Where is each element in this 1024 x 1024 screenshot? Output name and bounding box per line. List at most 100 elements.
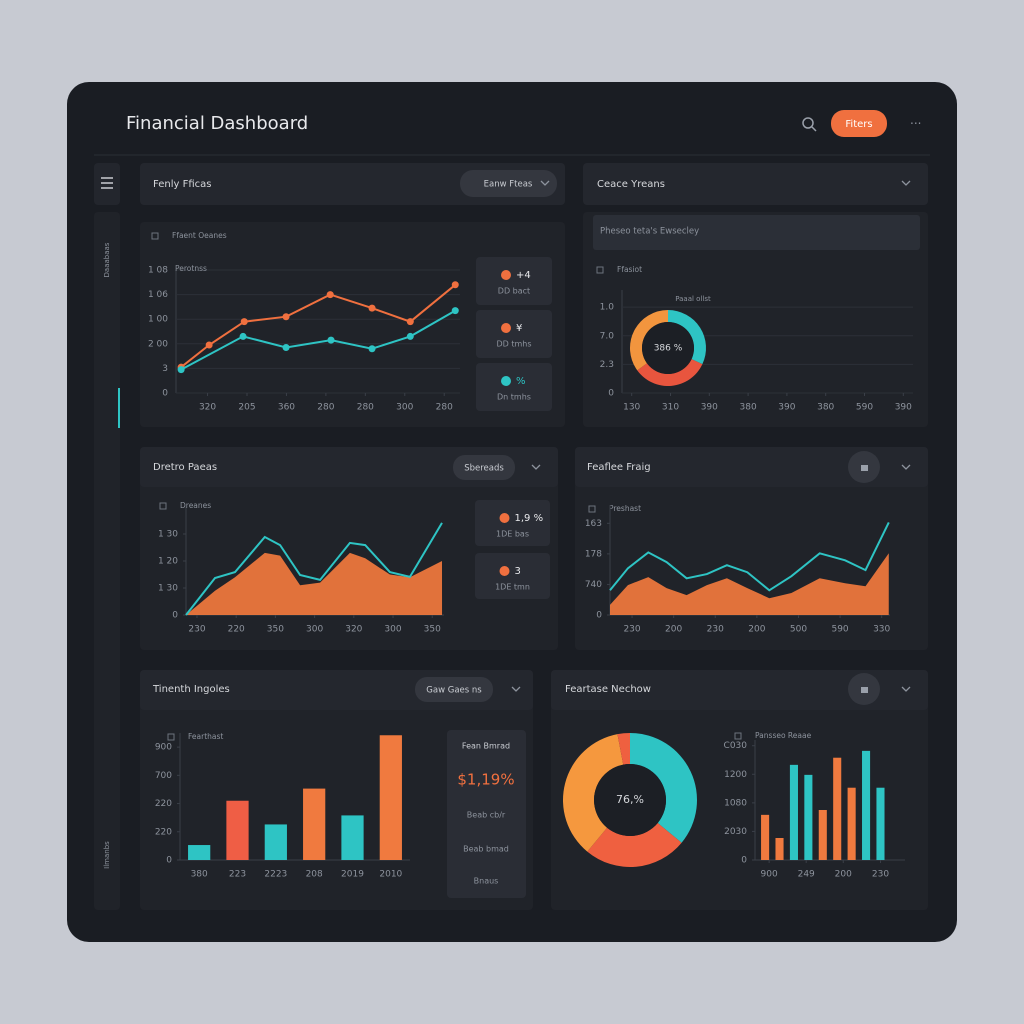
x-tick-label: 390 <box>895 403 912 413</box>
panel-button-label: Eanw Fteas <box>484 180 533 190</box>
donut-segment <box>587 822 682 867</box>
panel-header <box>583 163 928 205</box>
x-tick-label: 300 <box>384 625 401 635</box>
x-tick-label: 330 <box>873 625 890 635</box>
data-point <box>327 336 335 344</box>
donut-segment <box>630 733 697 843</box>
bar <box>818 810 827 860</box>
summary-card <box>447 730 526 898</box>
panel-header <box>575 447 928 487</box>
stat-value: +4 <box>516 270 531 281</box>
x-tick-label: 205 <box>238 403 255 413</box>
chevrons <box>511 180 911 692</box>
panel-title: Tinenth Ingoles <box>152 684 230 695</box>
x-tick-label: 2223 <box>264 870 287 880</box>
bar <box>264 824 287 860</box>
data-point <box>282 343 290 351</box>
panel-button[interactable] <box>460 170 557 197</box>
panel-label: Ffasiot <box>617 265 642 274</box>
stat-dot <box>501 376 511 386</box>
stat-value: 3 <box>515 566 521 577</box>
stat-dot <box>501 323 511 333</box>
summary-line: Bnaus <box>474 877 499 886</box>
panel-button[interactable] <box>415 677 493 702</box>
x-tick-label: 300 <box>396 403 413 413</box>
data-point <box>282 313 290 321</box>
panel-button[interactable] <box>453 455 515 480</box>
search-icon[interactable] <box>802 117 814 129</box>
data-point <box>239 332 247 340</box>
data-point <box>451 281 459 289</box>
stat-dot <box>499 566 510 576</box>
y-tick-label: 1 20 <box>158 557 178 567</box>
x-tick-label: 590 <box>831 625 848 635</box>
x-tick-label: 220 <box>228 625 245 635</box>
bar <box>862 750 871 860</box>
menu-button[interactable] <box>94 163 120 205</box>
donut-segment <box>637 359 703 386</box>
panel-label: Ffaent Oeanes <box>172 231 227 240</box>
stat-label: DD bact <box>498 287 530 296</box>
x-tick-label: 249 <box>798 870 815 880</box>
panel-title: Feartase Nechow <box>565 684 651 695</box>
panel-button-label: Gaw Gaes ns <box>426 686 482 696</box>
search-icon <box>811 126 817 132</box>
donut-segment <box>617 733 630 765</box>
panel-label: Dreanes <box>180 501 211 510</box>
y-tick-label: 1.0 <box>600 303 615 313</box>
x-tick-label: 280 <box>357 403 374 413</box>
search-input[interactable] <box>593 215 920 250</box>
stat-value: ¥ <box>516 323 522 334</box>
panel-header <box>551 670 928 710</box>
panel-title: Dretro Paeas <box>153 462 217 473</box>
stat-dot <box>499 513 510 523</box>
data-point <box>177 366 185 374</box>
line-series <box>180 284 456 368</box>
line-series <box>609 521 890 592</box>
y-tick-label: C030 <box>724 741 748 751</box>
bar <box>341 815 364 860</box>
data-point <box>326 291 334 299</box>
area-series <box>186 552 443 615</box>
donut-segment <box>562 734 624 852</box>
y-tick-label: 3 <box>162 364 168 374</box>
filter-button[interactable] <box>831 110 887 137</box>
y-tick-label: 1 08 <box>148 266 168 276</box>
x-tick-label: 130 <box>623 403 640 413</box>
donut-center-label: 386 % <box>654 344 683 354</box>
chevron[interactable] <box>511 180 911 692</box>
x-tick-label: 200 <box>835 870 852 880</box>
y-tick-label: 0 <box>172 611 178 621</box>
data-point <box>368 345 376 353</box>
y-tick-label: 178 <box>585 549 602 559</box>
y-tick-label: 220 <box>155 799 172 809</box>
bar <box>804 774 813 860</box>
bar <box>775 838 784 860</box>
panel-title: Ceace Yreans <box>597 179 665 190</box>
x-tick-label: 320 <box>345 625 362 635</box>
panel-title: Feaflee Fraig <box>587 462 651 473</box>
data-point <box>368 304 376 312</box>
filter-button-label: Fiters <box>845 119 872 130</box>
x-tick-label: 2010 <box>379 870 402 880</box>
panel <box>140 222 565 427</box>
bar <box>761 814 770 860</box>
stat-card <box>476 257 552 305</box>
data-point <box>406 332 414 340</box>
x-tick-label: 320 <box>199 403 216 413</box>
panel-label: Pansseo Reaae <box>755 731 812 740</box>
summary-line: Beab bmad <box>463 845 509 854</box>
line-series <box>185 522 443 616</box>
bar <box>833 757 842 860</box>
y-tick-label: 0 <box>741 856 747 866</box>
stat-value: 1,9 % <box>515 513 544 524</box>
label-icon <box>167 733 175 741</box>
x-tick-label: 350 <box>424 625 441 635</box>
label-icon <box>588 505 596 513</box>
bar <box>303 788 326 860</box>
bar <box>188 845 211 860</box>
more-icon[interactable]: ··· <box>910 117 921 131</box>
x-tick-label: 230 <box>188 625 205 635</box>
stat-label: DD tmhs <box>496 340 531 349</box>
